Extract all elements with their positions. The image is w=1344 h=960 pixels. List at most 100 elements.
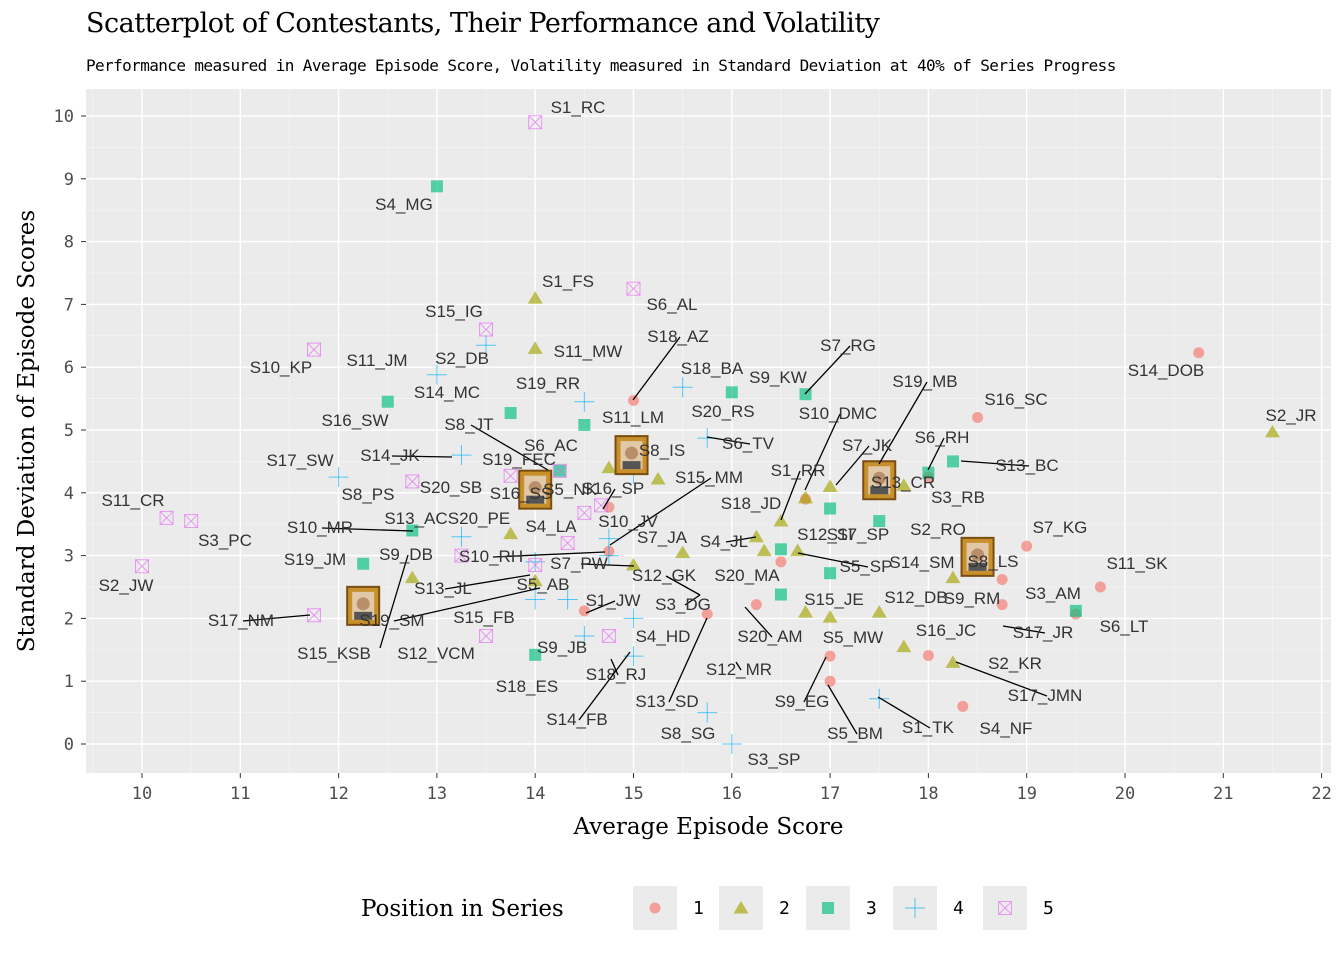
data-point <box>405 474 420 489</box>
contestant-photo <box>960 536 995 577</box>
x-tick-label: 12 <box>328 784 348 804</box>
point-label: S18_RJ <box>586 665 646 684</box>
data-point <box>750 599 762 611</box>
point-label: S12_GK <box>632 566 697 585</box>
data-point <box>675 545 691 558</box>
point-label: S7_KG <box>1033 518 1088 537</box>
data-point <box>623 608 644 629</box>
data-point <box>527 573 543 587</box>
data-point <box>307 342 322 357</box>
y-tick-label: 5 <box>64 421 74 441</box>
point-label: S13_CR <box>871 473 935 492</box>
data-point <box>922 649 934 661</box>
data-point <box>1094 581 1106 593</box>
point-label: S2_RO <box>910 520 966 539</box>
data-point <box>1021 540 1033 552</box>
contestant-photo <box>614 435 649 476</box>
point-label: S12_SI <box>797 525 853 544</box>
data-point <box>922 466 935 479</box>
data-point <box>430 180 443 193</box>
point-label: S9_KW <box>749 368 807 387</box>
point-label: S4_JL <box>700 532 748 551</box>
label-leader-line <box>444 574 531 590</box>
label-leader-line <box>492 551 606 558</box>
point-label: S13_JL <box>414 579 472 598</box>
point-label: S8_IS <box>639 441 685 460</box>
data-point <box>504 407 517 420</box>
label-leader-line <box>955 661 1048 697</box>
point-label: S17_SP <box>827 525 889 544</box>
point-label: S19_SM <box>359 611 424 630</box>
chart-subtitle: Performance measured in Average Episode … <box>86 56 1116 75</box>
point-label: S13_AC <box>384 509 447 528</box>
data-point <box>527 341 543 354</box>
legend-marker <box>649 902 661 914</box>
label-leader-line <box>960 460 1030 467</box>
y-tick-label: 1 <box>64 672 74 692</box>
point-label: S17_JMN <box>1008 686 1083 705</box>
label-leader-line <box>242 614 311 622</box>
data-point <box>451 526 472 547</box>
data-point <box>574 391 595 412</box>
data-point <box>525 589 546 610</box>
point-label: S19_JM <box>284 550 346 569</box>
point-label: S13_BC <box>995 456 1058 475</box>
point-label: S9_DB <box>379 545 433 564</box>
point-label: S18_JD <box>721 494 781 513</box>
point-label: S20_SB <box>420 478 482 497</box>
point-label: S1_FS <box>542 272 594 291</box>
point-label: S20_RS <box>691 402 754 421</box>
point-label: S2_DB <box>435 349 489 368</box>
point-label: S1_JW <box>586 591 641 610</box>
label-leader-line <box>684 594 701 606</box>
data-point <box>578 418 591 431</box>
point-label: S20_PE <box>448 509 510 528</box>
point-label: S8_PS <box>342 485 395 504</box>
label-leader-line <box>735 661 742 671</box>
point-label: S15_JE <box>804 590 864 609</box>
data-point <box>972 411 984 423</box>
point-label: S14_MC <box>414 383 480 402</box>
point-label: S16_JC <box>916 621 976 640</box>
data-point <box>557 589 578 610</box>
point-label: S14_SM <box>889 553 954 572</box>
label-leader-line <box>578 651 631 721</box>
label-leader-line <box>321 527 414 532</box>
point-label: S4_NF <box>980 719 1033 738</box>
data-point <box>748 529 764 543</box>
point-label: S6_RH <box>915 428 970 447</box>
data-point <box>721 734 742 754</box>
label-leader-line <box>602 488 616 510</box>
x-tick-label: 15 <box>623 784 643 804</box>
data-point <box>357 557 370 570</box>
legend-label: 2 <box>779 898 790 919</box>
point-label: S19_FEC <box>482 450 556 469</box>
point-label: S11_JM <box>346 351 407 370</box>
point-label: S10_RH <box>459 547 523 566</box>
legend-marker <box>905 898 925 918</box>
point-label: S7_PW <box>550 554 608 573</box>
chart-title: Scatterplot of Contestants, Their Perfor… <box>86 8 880 39</box>
point-label: S7_JK <box>842 436 893 455</box>
point-label: S14_JK <box>360 446 420 465</box>
label-leader-line <box>379 554 409 649</box>
data-point <box>946 455 959 468</box>
data-point <box>798 490 814 504</box>
label-leader-line <box>797 552 869 568</box>
point-label: S3_SP <box>748 750 801 769</box>
data-point <box>404 570 420 584</box>
data-point <box>479 322 494 337</box>
data-point <box>328 467 349 488</box>
point-label: S6_AC <box>524 436 578 455</box>
point-label: S2_JR <box>1265 406 1316 425</box>
label-leader-line <box>610 658 619 676</box>
point-label: S4_MG <box>375 195 433 214</box>
point-label: S18_BA <box>681 359 744 378</box>
point-label: S18_ES <box>496 677 558 696</box>
point-label: S17_NM <box>208 611 274 630</box>
label-leader-line <box>1002 625 1046 634</box>
label-leader-line <box>470 424 549 471</box>
point-label: S6_LT <box>1100 617 1149 636</box>
data-point <box>135 559 149 574</box>
